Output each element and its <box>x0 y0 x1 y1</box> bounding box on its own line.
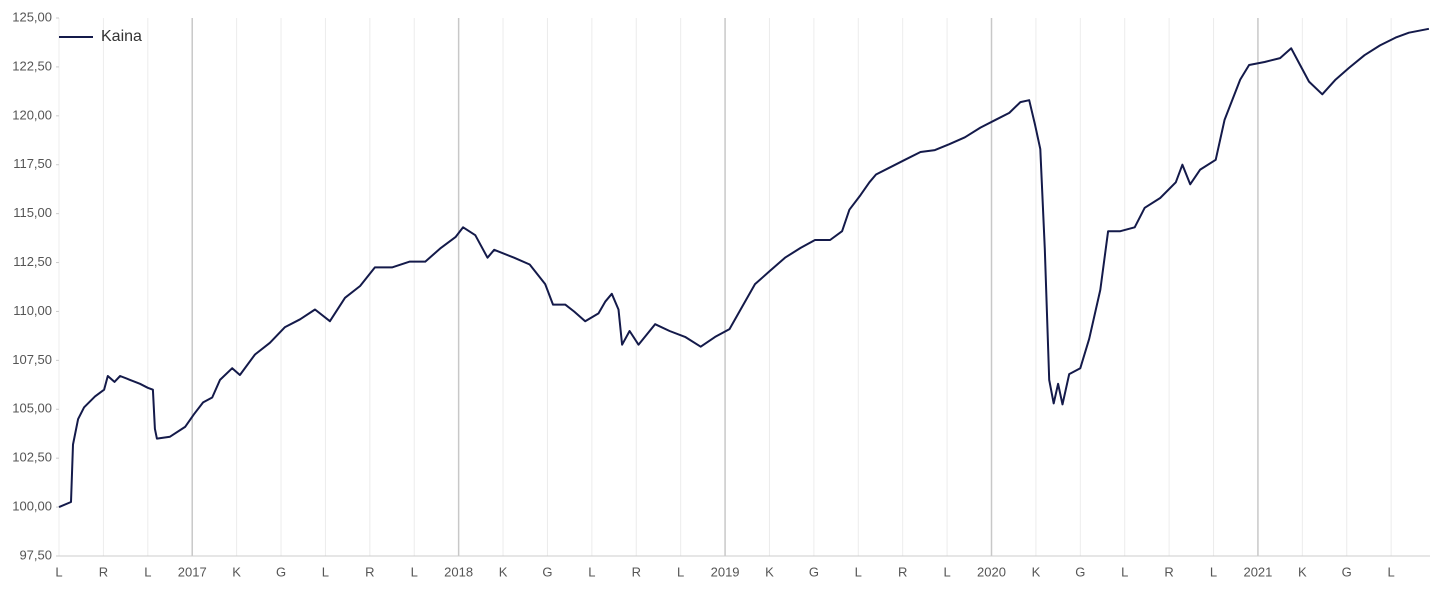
y-tick-label: 97,50 <box>19 547 52 562</box>
x-tick-label: L <box>588 564 595 579</box>
y-tick-label: 105,00 <box>12 401 52 416</box>
x-tick-label: G <box>276 564 286 579</box>
y-tick-label: 112,50 <box>13 254 52 269</box>
y-tick-label: 122,50 <box>12 58 52 73</box>
y-tick-label: 107,50 <box>12 352 52 367</box>
x-tick-label: 2018 <box>444 564 473 579</box>
x-tick-label: L <box>943 564 950 579</box>
x-tick-label: L <box>1210 564 1217 579</box>
x-tick-label: G <box>1342 564 1352 579</box>
x-tick-label: L <box>855 564 862 579</box>
x-tick-label: G <box>542 564 552 579</box>
x-tick-label: K <box>499 564 508 579</box>
x-tick-label: 2021 <box>1243 564 1272 579</box>
x-tick-label: R <box>1164 564 1173 579</box>
y-tick-label: 125,00 <box>12 9 52 24</box>
x-tick-label: R <box>99 564 108 579</box>
x-tick-label: 2017 <box>178 564 207 579</box>
price-line <box>58 27 1430 509</box>
y-tick-label: 100,00 <box>12 499 52 514</box>
x-tick-label: R <box>365 564 374 579</box>
x-tick-label: K <box>232 564 241 579</box>
y-tick-label: 110,00 <box>13 303 52 318</box>
x-tick-label: R <box>898 564 907 579</box>
x-tick-label: G <box>1075 564 1085 579</box>
x-tick-label: L <box>1388 564 1395 579</box>
x-tick-label: K <box>1298 564 1307 579</box>
x-tick-label: K <box>765 564 774 579</box>
y-tick-label: 102,50 <box>12 450 52 465</box>
x-tick-label: L <box>55 564 62 579</box>
legend-text: Kaina <box>101 28 142 45</box>
x-tick-label: 2020 <box>977 564 1006 579</box>
x-tick-label: L <box>411 564 418 579</box>
y-tick-label: 115,00 <box>13 205 52 220</box>
x-tick-label: L <box>677 564 684 579</box>
x-tick-label: L <box>1121 564 1128 579</box>
x-tick-label: L <box>322 564 329 579</box>
x-tick-label: G <box>809 564 819 579</box>
x-tick-label: R <box>632 564 641 579</box>
y-tick-label: 117,50 <box>13 156 52 171</box>
y-tick-label: 120,00 <box>12 107 52 122</box>
x-tick-label: K <box>1032 564 1041 579</box>
x-tick-label: 2019 <box>711 564 740 579</box>
x-tick-label: L <box>144 564 151 579</box>
